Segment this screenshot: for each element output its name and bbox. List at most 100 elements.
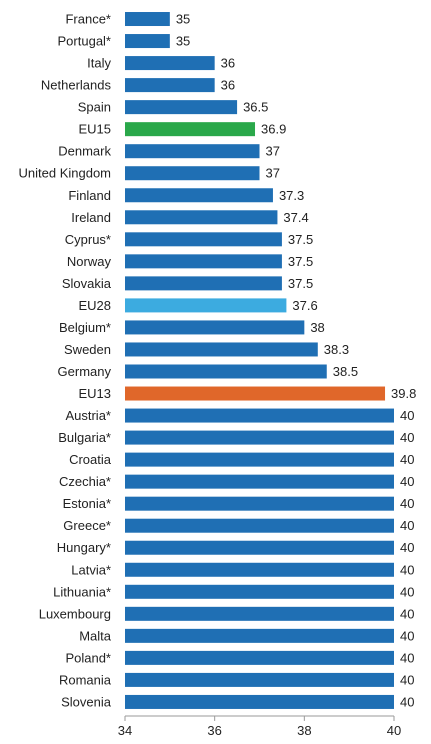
value-label-latvia: 40 <box>400 562 414 577</box>
value-label-eu13: 39.8 <box>391 386 416 401</box>
value-label-austria: 40 <box>400 408 414 423</box>
value-label-croatia: 40 <box>400 452 414 467</box>
bar-sweden <box>125 342 318 357</box>
category-label-eu28: EU28 <box>78 298 111 313</box>
category-label-ireland: Ireland <box>71 210 111 225</box>
x-tick-label: 40 <box>387 723 401 738</box>
category-label-italy: Italy <box>87 56 111 71</box>
category-label-belgium: Belgium* <box>59 320 111 335</box>
value-label-lithuania: 40 <box>400 584 414 599</box>
x-axis: 34 36 38 40 <box>118 715 401 738</box>
bar-norway <box>125 254 282 269</box>
category-label-slovakia: Slovakia <box>62 276 112 291</box>
bar-greece <box>125 518 394 533</box>
value-label-bulgaria: 40 <box>400 430 414 445</box>
value-label-czechia: 40 <box>400 474 414 489</box>
value-label-eu28: 37.6 <box>292 298 317 313</box>
bar-slovenia <box>125 694 394 709</box>
category-label-eu15: EU15 <box>78 122 111 137</box>
category-label-united-kingdom: United Kingdom <box>19 166 112 181</box>
category-label-bulgaria: Bulgaria* <box>58 430 111 445</box>
category-label-czechia: Czechia* <box>59 474 111 489</box>
category-label-sweden: Sweden <box>64 342 111 357</box>
bar-croatia <box>125 452 394 467</box>
bar-poland <box>125 650 394 665</box>
category-label-denmark: Denmark <box>58 144 111 159</box>
value-label-slovenia: 40 <box>400 694 414 709</box>
category-label-croatia: Croatia <box>69 452 112 467</box>
value-label-greece: 40 <box>400 518 414 533</box>
category-label-eu13: EU13 <box>78 386 111 401</box>
value-label-norway: 37.5 <box>288 254 313 269</box>
value-label-portugal: 35 <box>176 34 190 49</box>
category-label-austria: Austria* <box>65 408 111 423</box>
bar-cyprus <box>125 232 282 247</box>
bar-united-kingdom <box>125 166 260 181</box>
bar-austria <box>125 408 394 423</box>
bar-finland <box>125 188 273 203</box>
x-tick-label: 36 <box>207 723 221 738</box>
bar-latvia <box>125 562 394 577</box>
value-label-malta: 40 <box>400 628 414 643</box>
bar-slovakia <box>125 276 282 291</box>
category-label-romania: Romania <box>59 672 112 687</box>
bar-spain <box>125 100 238 115</box>
category-label-estonia: Estonia* <box>63 496 111 511</box>
value-label-france: 35 <box>176 12 190 27</box>
category-label-malta: Malta <box>79 628 112 643</box>
value-label-sweden: 38.3 <box>324 342 349 357</box>
category-label-germany: Germany <box>58 364 112 379</box>
category-label-france: France* <box>65 12 111 27</box>
bar-belgium <box>125 320 305 335</box>
category-label-netherlands: Netherlands <box>41 78 112 93</box>
bar-bulgaria <box>125 430 394 445</box>
category-label-spain: Spain <box>78 100 111 115</box>
bar-luxembourg <box>125 606 394 621</box>
x-tick-label: 34 <box>118 723 132 738</box>
bar-czechia <box>125 474 394 489</box>
value-label-denmark: 37 <box>266 144 280 159</box>
category-label-slovenia: Slovenia <box>61 694 112 709</box>
bar-malta <box>125 628 394 643</box>
bar-eu13 <box>125 386 386 401</box>
category-label-poland: Poland* <box>65 650 111 665</box>
category-label-lithuania: Lithuania* <box>53 584 111 599</box>
category-label-cyprus: Cyprus* <box>65 232 111 247</box>
value-label-united-kingdom: 37 <box>266 166 280 181</box>
bar-eu28 <box>125 298 287 313</box>
value-label-estonia: 40 <box>400 496 414 511</box>
value-label-romania: 40 <box>400 672 414 687</box>
value-label-luxembourg: 40 <box>400 606 414 621</box>
bar-eu15 <box>125 122 256 137</box>
value-label-spain: 36.5 <box>243 100 268 115</box>
bar-hungary <box>125 540 394 555</box>
bar-lithuania <box>125 584 394 599</box>
bar-denmark <box>125 144 260 159</box>
category-label-luxembourg: Luxembourg <box>39 606 111 621</box>
value-label-ireland: 37.4 <box>283 210 308 225</box>
category-label-portugal: Portugal* <box>58 34 111 49</box>
bar-romania <box>125 672 394 687</box>
category-label-greece: Greece* <box>63 518 111 533</box>
bar-netherlands <box>125 78 215 93</box>
category-label-finland: Finland <box>68 188 111 203</box>
bar-italy <box>125 56 215 71</box>
value-label-finland: 37.3 <box>279 188 304 203</box>
value-label-poland: 40 <box>400 650 414 665</box>
value-label-hungary: 40 <box>400 540 414 555</box>
category-labels: France* Portugal* Italy Netherlands Spain EU1… <box>19 12 112 710</box>
category-label-norway: Norway <box>67 254 112 269</box>
value-label-netherlands: 36 <box>221 78 235 93</box>
value-label-slovakia: 37.5 <box>288 276 313 291</box>
value-label-cyprus: 37.5 <box>288 232 313 247</box>
category-label-latvia: Latvia* <box>71 562 111 577</box>
value-label-eu15: 36.9 <box>261 122 286 137</box>
bar-estonia <box>125 496 394 511</box>
x-tick-label: 38 <box>297 723 311 738</box>
bars-group <box>125 12 394 709</box>
category-label-hungary: Hungary* <box>57 540 111 555</box>
value-label-italy: 36 <box>221 56 235 71</box>
bar-france <box>125 12 170 27</box>
bar-ireland <box>125 210 278 225</box>
